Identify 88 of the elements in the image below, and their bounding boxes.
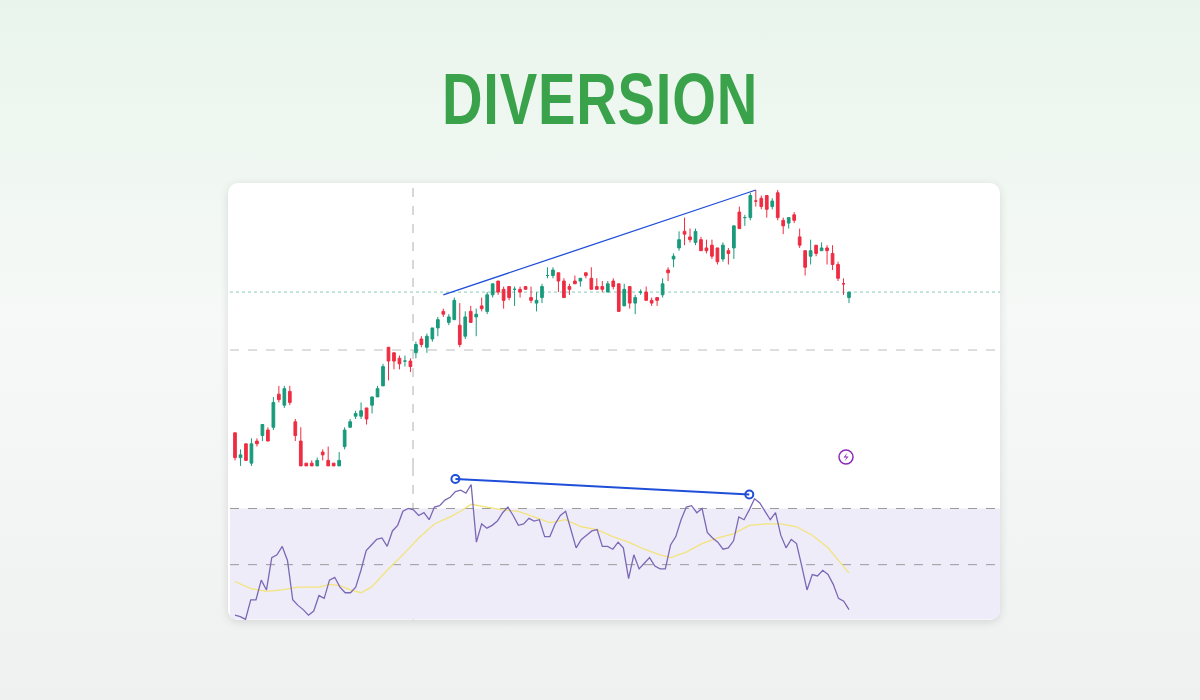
candlestick	[271, 396, 276, 431]
candlestick	[578, 277, 583, 288]
candlestick	[841, 277, 846, 296]
candlestick	[408, 357, 413, 373]
candlestick	[249, 437, 254, 467]
candlestick	[326, 446, 331, 467]
candlestick	[688, 228, 692, 243]
candlestick	[584, 272, 588, 279]
candlestick	[375, 385, 380, 398]
candlestick	[534, 291, 539, 312]
candlestick	[726, 247, 731, 265]
candlestick	[545, 266, 550, 279]
candlestick	[293, 418, 298, 442]
candlestick	[847, 291, 851, 304]
candlestick	[781, 217, 786, 235]
candlestick	[381, 363, 385, 387]
candlestick	[255, 437, 259, 448]
candlestick	[309, 459, 314, 467]
candlestick	[797, 228, 802, 249]
candlestick	[342, 426, 347, 450]
candlestick	[803, 250, 807, 277]
candlestick	[770, 197, 775, 210]
candlestick	[682, 217, 687, 246]
candlestick	[479, 297, 484, 312]
candlestick	[315, 457, 320, 467]
candlestick	[605, 280, 610, 293]
candlestick	[616, 283, 621, 312]
candlestick	[825, 244, 829, 265]
candlestick	[671, 252, 676, 268]
candlestick	[748, 192, 753, 221]
candlestick	[775, 189, 780, 221]
candlestick	[474, 308, 479, 337]
candlestick	[737, 206, 742, 230]
chart-title: DIVERSION	[441, 58, 759, 140]
candlestick	[441, 308, 446, 318]
candlestick	[320, 448, 325, 461]
candlestick	[732, 225, 736, 260]
candlestick	[666, 266, 670, 282]
candlestick	[808, 239, 813, 265]
candlestick	[419, 335, 424, 348]
candlestick	[277, 385, 281, 403]
candlestick	[518, 286, 522, 299]
candlestick	[627, 286, 632, 310]
candlestick	[759, 195, 764, 210]
candlestick	[364, 407, 369, 426]
candlestick	[786, 217, 791, 230]
candlestick	[348, 418, 352, 428]
candlestick	[764, 195, 769, 219]
candlestick	[468, 305, 473, 323]
candlestick	[337, 451, 341, 467]
candlestick	[282, 385, 287, 409]
candlestick	[233, 432, 237, 461]
candlestick	[814, 244, 818, 257]
candlestick	[490, 283, 495, 299]
candlestick	[589, 266, 594, 290]
candlestick	[622, 283, 627, 307]
candlestick	[386, 346, 391, 381]
candlestick	[529, 286, 533, 304]
candlestick	[660, 277, 665, 299]
candlestick	[743, 214, 747, 227]
candlestick	[792, 211, 797, 224]
candlestick	[260, 424, 265, 442]
candlestick	[540, 283, 544, 304]
candlestick	[512, 286, 517, 307]
candlestick	[403, 355, 407, 368]
candlestick	[457, 302, 462, 348]
candlestick	[436, 316, 440, 337]
candlestick	[287, 385, 292, 406]
candlestick	[819, 241, 824, 252]
candlestick	[496, 280, 500, 296]
candlestick	[238, 448, 243, 467]
candlestick	[331, 462, 336, 467]
candlestick	[244, 443, 248, 461]
candlestick	[551, 266, 555, 279]
candlestick	[523, 286, 528, 290]
candlestick	[633, 294, 638, 315]
candlestick	[644, 286, 648, 301]
candlestick	[753, 189, 758, 208]
candlestick	[266, 426, 270, 442]
candlestick	[414, 341, 418, 359]
candlestick	[556, 272, 561, 293]
candlestick	[463, 310, 468, 340]
candlestick	[611, 277, 616, 290]
candlestick	[370, 396, 374, 414]
candlestick	[721, 241, 725, 263]
candlestick	[677, 230, 681, 252]
candlestick	[573, 275, 577, 285]
candlestick	[485, 291, 490, 315]
